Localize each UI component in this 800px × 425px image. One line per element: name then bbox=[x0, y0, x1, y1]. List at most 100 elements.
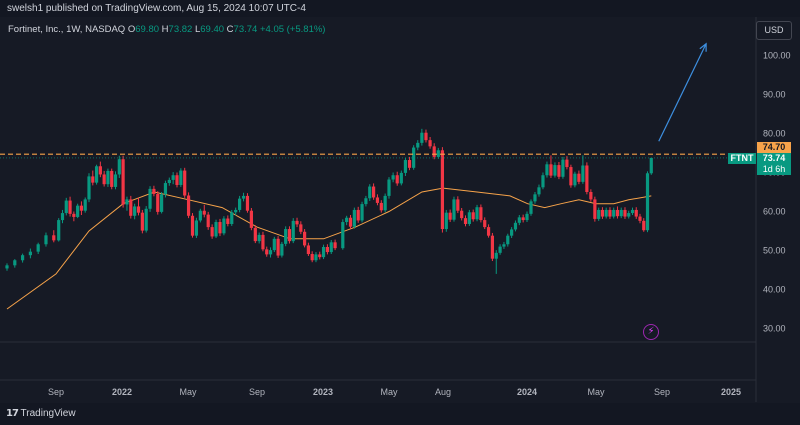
candle bbox=[549, 155, 553, 178]
candle bbox=[356, 206, 360, 223]
candle-body bbox=[412, 147, 416, 168]
candle-body bbox=[561, 159, 565, 177]
x-tick-label: 2024 bbox=[517, 387, 537, 397]
candle-body bbox=[295, 220, 299, 225]
candle-body bbox=[403, 160, 408, 173]
candle bbox=[634, 207, 638, 219]
candle-body bbox=[565, 159, 569, 168]
candle-body bbox=[318, 254, 322, 258]
candle-body bbox=[129, 199, 133, 216]
candle-body bbox=[179, 170, 183, 185]
candle-body bbox=[619, 209, 623, 217]
candle-body bbox=[649, 157, 653, 174]
candle bbox=[280, 241, 284, 258]
candle bbox=[136, 197, 141, 216]
candle-body bbox=[160, 194, 164, 212]
candle bbox=[597, 207, 601, 221]
candle-body bbox=[645, 173, 650, 231]
x-axis: Sep 2022 May Sep 2023 May Aug 2024 May Sep 2025 bbox=[48, 387, 741, 397]
candle-body bbox=[94, 166, 99, 183]
candle bbox=[585, 162, 589, 195]
x-tick-label: Sep bbox=[48, 387, 64, 397]
candle-body bbox=[57, 220, 61, 241]
candle bbox=[612, 207, 616, 219]
y-axis: 30.0040.0050.0060.0070.0080.0090.00100.0… bbox=[763, 51, 791, 334]
candle bbox=[198, 208, 202, 223]
brand-text: TradingView bbox=[20, 408, 76, 419]
grid bbox=[0, 17, 757, 402]
footer-bar: 𝟭𝟳 TradingView bbox=[0, 403, 800, 425]
candle bbox=[113, 171, 118, 190]
candle bbox=[460, 207, 464, 221]
candle-body bbox=[345, 217, 349, 223]
candle-body bbox=[68, 200, 72, 214]
y-tick-label: 40.00 bbox=[763, 285, 786, 295]
symbol-legend: Fortinet, Inc., 1W, NASDAQ O69.80 H73.82… bbox=[8, 24, 325, 35]
candle-body bbox=[420, 132, 424, 143]
candle-body bbox=[529, 201, 533, 214]
open-value: 69.80 bbox=[135, 24, 160, 35]
currency-button[interactable]: USD bbox=[756, 21, 792, 40]
candle-body bbox=[399, 172, 403, 184]
candle-body bbox=[210, 227, 214, 237]
candle bbox=[79, 201, 84, 216]
candle-body bbox=[83, 199, 87, 211]
candle bbox=[638, 213, 642, 224]
candle-body bbox=[391, 175, 395, 180]
candle bbox=[424, 129, 428, 143]
candle-body bbox=[241, 195, 246, 199]
candle bbox=[28, 248, 32, 259]
candle bbox=[630, 207, 635, 216]
candle bbox=[541, 172, 545, 190]
tradingview-logo[interactable]: 𝟭𝟳 TradingView bbox=[6, 408, 76, 419]
candle-body bbox=[299, 224, 303, 232]
candle-body bbox=[581, 165, 585, 182]
candle bbox=[615, 206, 620, 219]
candle bbox=[387, 177, 391, 199]
candle bbox=[171, 172, 175, 185]
candle-body bbox=[113, 174, 118, 187]
candle bbox=[190, 213, 195, 238]
countdown-text: 1d 6h bbox=[762, 164, 786, 174]
candle-body bbox=[64, 200, 68, 214]
lightning-icon[interactable]: ⚡ bbox=[643, 324, 659, 340]
candle-body bbox=[171, 175, 175, 180]
candle-body bbox=[634, 209, 638, 217]
candle-body bbox=[585, 165, 589, 192]
candle bbox=[490, 232, 495, 262]
candle-body bbox=[156, 193, 160, 212]
candle bbox=[521, 214, 525, 223]
candle-body bbox=[276, 238, 280, 256]
candle-body bbox=[152, 188, 156, 194]
candle bbox=[133, 203, 137, 220]
candle-body bbox=[593, 199, 597, 219]
candle bbox=[379, 200, 383, 213]
candle bbox=[303, 229, 307, 248]
candle-body bbox=[471, 212, 475, 220]
candle bbox=[321, 244, 326, 260]
candle-body bbox=[537, 187, 541, 195]
candle-body bbox=[642, 220, 646, 231]
candle bbox=[452, 196, 456, 222]
candle-body bbox=[314, 254, 318, 261]
candle-body bbox=[387, 179, 391, 196]
x-tick-label: Aug bbox=[435, 387, 451, 397]
candle bbox=[649, 157, 653, 175]
candle bbox=[428, 137, 432, 149]
candle bbox=[57, 218, 61, 242]
candle bbox=[483, 217, 487, 230]
candle bbox=[272, 236, 276, 253]
candle-body bbox=[133, 206, 137, 216]
candle bbox=[569, 164, 573, 188]
candle bbox=[163, 180, 168, 198]
candle bbox=[261, 231, 265, 252]
candle-body bbox=[198, 210, 202, 221]
candle-body bbox=[604, 209, 608, 217]
y-tick-label: 90.00 bbox=[763, 90, 786, 100]
candle-body bbox=[452, 199, 456, 220]
candle bbox=[60, 209, 65, 224]
candle-body bbox=[479, 207, 483, 221]
candle-body bbox=[194, 220, 199, 236]
candle-body bbox=[303, 231, 307, 246]
